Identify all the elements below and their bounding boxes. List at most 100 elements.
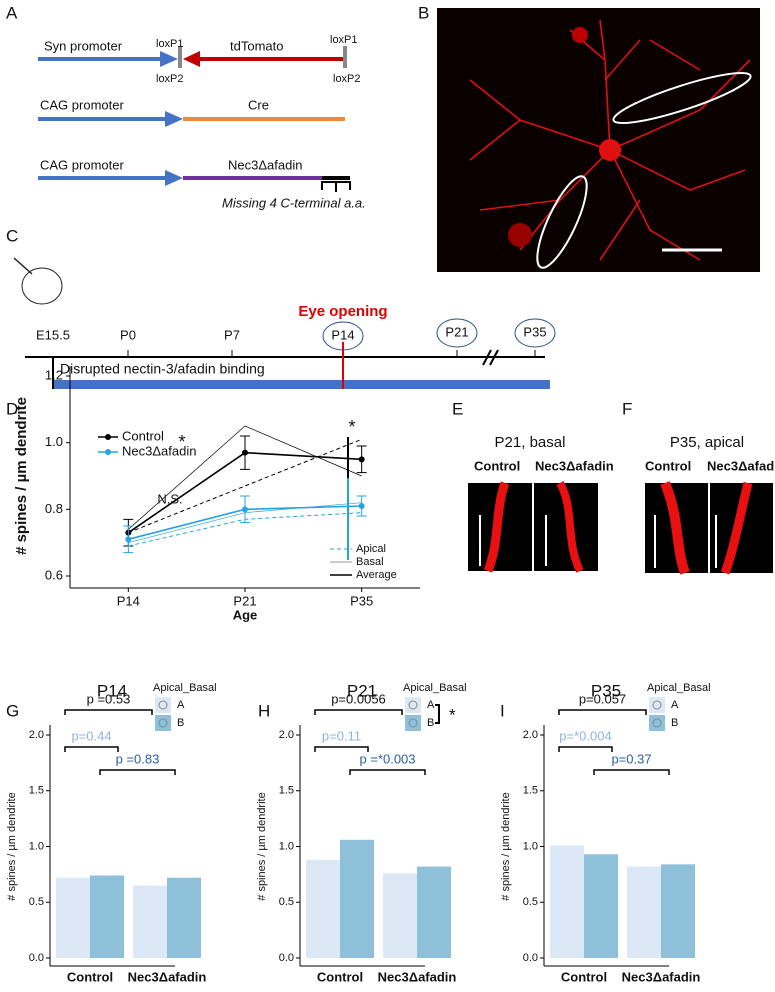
age-circle (322, 321, 364, 351)
legend-label: B (177, 717, 184, 729)
panel-label: H (258, 701, 270, 720)
chart-title: P14 (97, 681, 127, 700)
bracket (64, 709, 153, 715)
series-line (128, 425, 362, 530)
bar (584, 854, 618, 958)
label: CAG promoter (40, 97, 124, 112)
y-axis-label: # spines / µm dendrite (13, 397, 30, 555)
bracket (558, 746, 613, 752)
soma (599, 139, 621, 161)
p-value: p =0.83 (116, 751, 160, 766)
legend-label: Nec3Δafadin (122, 443, 196, 458)
y-tick-label: 1.0 (279, 840, 294, 852)
image-label: Control (645, 458, 691, 473)
image-background (437, 8, 760, 272)
panel-label: F (622, 399, 632, 418)
bar (661, 864, 695, 958)
y-axis-label: # spines / µm dendrite (6, 792, 18, 900)
y-tick-label: 2.0 (523, 729, 538, 741)
legend-symbol (408, 700, 418, 710)
bar (417, 866, 451, 958)
x-tick-label: Control (317, 969, 363, 984)
bracket (349, 769, 426, 775)
embryo-icon (21, 267, 63, 305)
data-point (242, 449, 248, 456)
age-circle (436, 318, 478, 348)
annotation: * (178, 432, 185, 452)
chart-title: P21 (347, 681, 377, 700)
bracket (593, 769, 670, 775)
y-tick-label: 0.0 (279, 952, 294, 964)
legend-label: B (671, 717, 678, 729)
dendrite (720, 481, 753, 575)
treatment-bar (53, 380, 550, 389)
bar (133, 885, 167, 958)
legend-symbol (652, 700, 662, 710)
p-value: p=0.44 (71, 728, 111, 743)
neuron-branches (469, 19, 751, 261)
panel-label: E (452, 399, 463, 418)
label: Missing 4 C-terminal a.a. (222, 195, 366, 210)
legend-label: A (671, 699, 679, 711)
p-value: p=*0.004 (559, 728, 611, 743)
label: loxP2 (333, 73, 361, 85)
bracket (314, 709, 403, 715)
legend-swatch (155, 715, 171, 731)
bracket (558, 709, 647, 715)
label: Nec3Δafadin (228, 157, 302, 172)
y-tick-label: 1.5 (29, 785, 44, 797)
lox-site (178, 46, 182, 68)
age-label: P21 (445, 324, 468, 339)
axis-break (482, 349, 499, 366)
image-label: Nec3Δafadin (535, 458, 614, 473)
arrow-head (160, 51, 178, 67)
event-label: Eye opening (298, 303, 387, 320)
label: loxP2 (156, 73, 184, 85)
legend-dot (105, 449, 111, 455)
syringe-icon (13, 257, 33, 275)
bar (306, 859, 340, 958)
legend-swatch (649, 697, 665, 713)
data-point (125, 536, 132, 543)
soma (572, 27, 588, 43)
soma (508, 223, 532, 247)
construct-diagram: Syn promoter loxP1 loxP2 tdTomato loxP1 … (38, 34, 366, 210)
panel-label: A (6, 3, 18, 22)
legend-symbol (158, 700, 168, 710)
panel-label: I (500, 701, 505, 720)
y-tick-label: 0.0 (29, 952, 44, 964)
p-value: p=0.37 (611, 751, 651, 766)
timeline: E15.5 P0 P7 P14 P21 P35 Eye opening Disr… (13, 257, 556, 389)
panel-label: C (6, 226, 18, 245)
bar (383, 873, 417, 958)
legend-swatch (405, 715, 421, 731)
image-label: Control (474, 458, 520, 473)
y-axis-label: # spines / µm dendrite (500, 792, 512, 900)
legend-label: Control (122, 428, 164, 443)
tick-marks (127, 350, 536, 357)
lox-site (343, 46, 347, 68)
age-label: E15.5 (36, 327, 70, 342)
y-tick-label: 1.0 (29, 840, 44, 852)
x-tick-label: Nec3Δafadin (378, 969, 457, 984)
y-tick-label: 2.0 (279, 729, 294, 741)
p-value: p=0.057 (579, 691, 626, 706)
y-tick-label: 1.5 (279, 785, 294, 797)
legend-dot (105, 434, 111, 440)
roi-ellipse (612, 71, 752, 125)
dendrite (660, 481, 690, 575)
data-point (242, 506, 248, 513)
y-tick-label: 0.0 (523, 952, 538, 964)
p-value: p=0.0056 (331, 691, 386, 706)
p-value: p =*0.003 (359, 751, 415, 766)
age-label: P14 (331, 327, 354, 342)
label: Syn promoter (44, 38, 123, 53)
bracket (321, 181, 351, 192)
image-title: P35, apical (670, 434, 744, 451)
image-label: Nec3Δafadin (707, 458, 775, 473)
arrow-head (165, 111, 183, 127)
bracket (99, 769, 176, 775)
y-axis-label: # spines / µm dendrite (256, 792, 268, 900)
x-tick-label: Nec3Δafadin (622, 969, 701, 984)
age-label: P35 (523, 324, 546, 339)
